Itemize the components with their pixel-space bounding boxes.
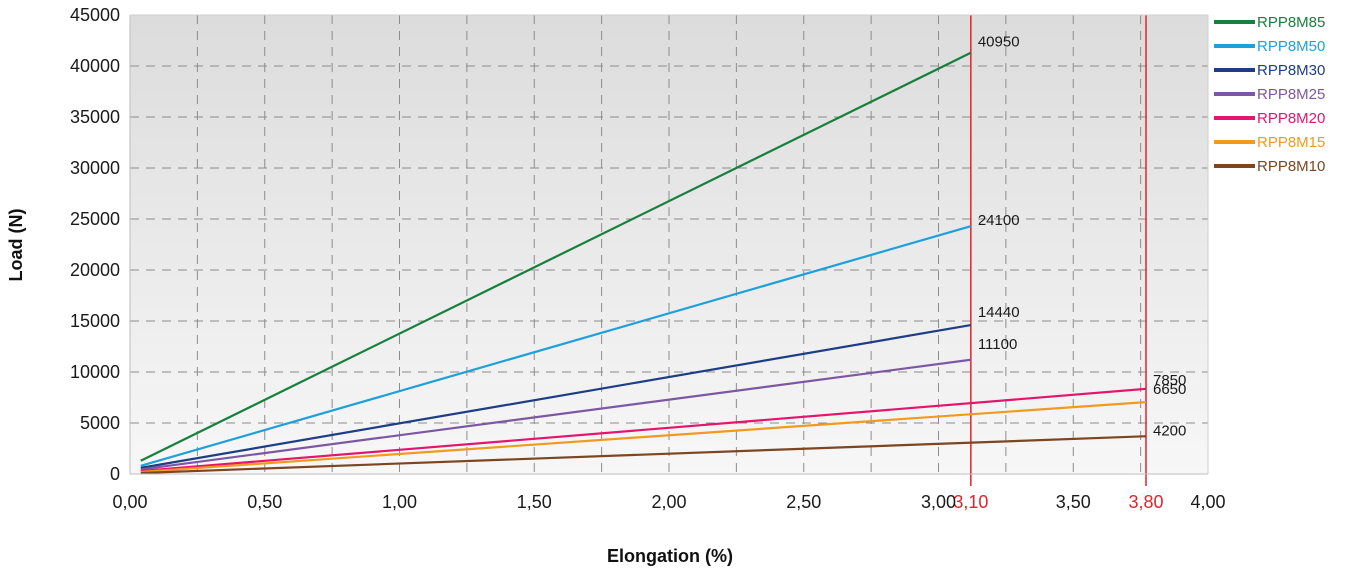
y-tick-label: 25000 [70, 209, 120, 229]
x-tick-label: 4,00 [1190, 492, 1225, 512]
x-tick-label: 2,00 [651, 492, 686, 512]
series-line [140, 51, 972, 462]
legend-label: RPP8M85 [1257, 14, 1325, 31]
y-tick-label: 15000 [70, 311, 120, 331]
markers: 3,10 3,80 [953, 15, 1164, 512]
marker-label: 3,80 [1128, 492, 1163, 512]
y-tick-label: 35000 [70, 107, 120, 127]
legend-label: RPP8M50 [1257, 38, 1325, 55]
y-tick-label: 10000 [70, 362, 120, 382]
x-tick-label: 0,00 [112, 492, 147, 512]
x-tick-label: 0,50 [247, 492, 282, 512]
legend-label: RPP8M10 [1257, 158, 1325, 175]
series-end-label: 14440 [978, 304, 1020, 321]
series-line [140, 358, 971, 471]
series-end-label: 6650 [1153, 381, 1186, 398]
legend-label: RPP8M25 [1257, 86, 1325, 103]
y-tick-label: 30000 [70, 158, 120, 178]
y-tick-label: 0 [110, 464, 120, 484]
x-tick-label: 3,00 [921, 492, 956, 512]
x-axis-title: Elongation (%) [607, 546, 733, 566]
marker-label: 3,10 [953, 492, 988, 512]
legend: RPP8M85 RPP8M50 RPP8M30 RPP8M25 RPP8M20 RPP8M… [1214, 14, 1325, 175]
series-end-label: 7850 [1153, 372, 1186, 389]
y-axis-title: Load (N) [6, 209, 26, 282]
series-line [140, 400, 1147, 474]
grid [130, 14, 1208, 474]
ticks: 0 5000 10000 15000 20000 25000 30000 35000 40000… [70, 5, 1226, 512]
x-tick-label: 1,00 [382, 492, 417, 512]
series-end-label: 4200 [1153, 422, 1186, 439]
series-end-label: 24100 [978, 212, 1020, 229]
x-tick-label: 1,50 [517, 492, 552, 512]
y-tick-label: 5000 [80, 413, 120, 433]
legend-label: RPP8M30 [1257, 62, 1325, 79]
y-tick-label: 40000 [70, 56, 120, 76]
series-line [140, 323, 972, 469]
x-tick-label: 2,50 [786, 492, 821, 512]
series-end-label: 11100 [978, 336, 1018, 353]
y-tick-label: 20000 [70, 260, 120, 280]
x-tick-label: 3,50 [1056, 492, 1091, 512]
series-line [140, 225, 972, 467]
y-tick-label: 45000 [70, 5, 120, 25]
legend-label: RPP8M20 [1257, 110, 1325, 127]
series-line [140, 435, 1147, 475]
legend-label: RPP8M15 [1257, 134, 1325, 151]
axes [129, 14, 1209, 475]
series-line [140, 387, 1147, 473]
series-end-label: 40950 [978, 34, 1020, 51]
series [140, 51, 1147, 475]
